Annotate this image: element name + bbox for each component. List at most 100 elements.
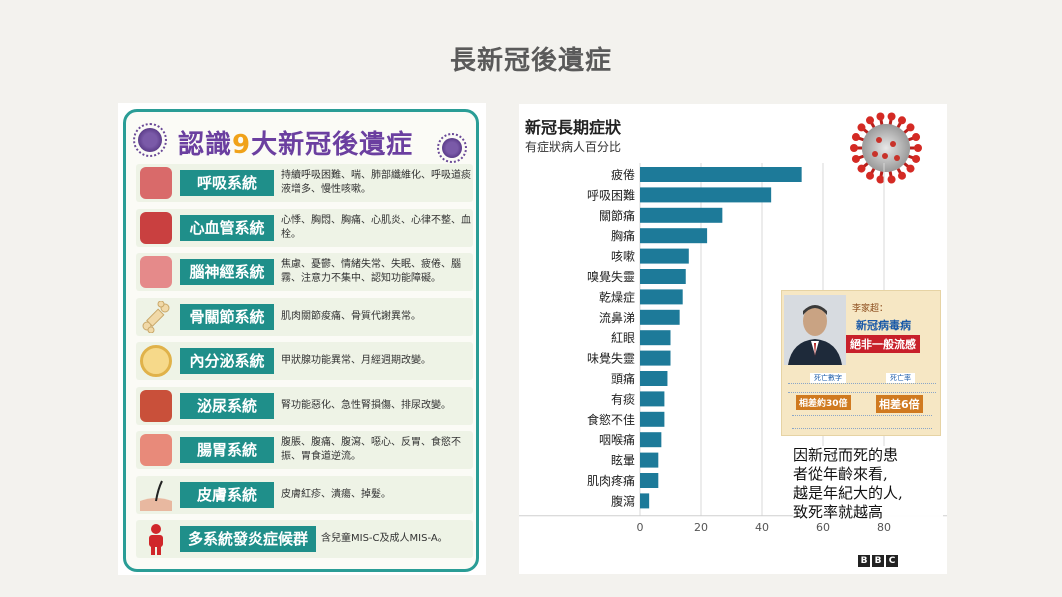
- system-label: 多系統發炎症候群: [180, 526, 317, 552]
- fine-print: [788, 383, 936, 393]
- category-label: 疲倦: [611, 167, 635, 182]
- system-row: 內分泌系統 甲狀腺功能異常、月經週期改變。: [136, 342, 473, 380]
- count-difference: 相差約30倍: [796, 395, 851, 410]
- system-label: 腸胃系統: [180, 437, 274, 463]
- system-row: 心血管系統 心悸、胸悶、胸痛、心肌炎、心律不整、血栓。: [136, 208, 473, 247]
- slide-title: 長新冠後遺症: [449, 46, 612, 76]
- system-row: 呼吸系統 持續呼吸困難、喘、肺部纖維化、呼吸道痰液增多、慢性咳嗽。: [136, 164, 473, 202]
- bar: [640, 207, 723, 223]
- annotation-line: 因新冠而死的患: [793, 446, 899, 464]
- system-label: 呼吸系統: [180, 170, 274, 196]
- category-label: 食慾不佳: [587, 412, 635, 427]
- bar-chart: 0 20 40 60 80 疲倦呼吸困難關節痛胸痛咳嗽嗅覺失靈乾燥症流鼻涕紅眼味覺失靈頭痛…: [519, 163, 947, 534]
- x-tick-label: 20: [694, 521, 708, 534]
- bar: [640, 187, 772, 203]
- x-tick-label: 0: [637, 521, 644, 534]
- fine-print: [792, 415, 932, 429]
- system-description: 腹脹、腹痛、腹瀉、噁心、反胃、食慾不振、胃食道逆流。: [281, 437, 461, 462]
- system-label: 泌尿系統: [180, 392, 274, 419]
- bar: [640, 167, 802, 182]
- bar: [640, 248, 689, 264]
- virus-icon: [133, 123, 167, 157]
- system-row: 泌尿系統 腎功能惡化、急性腎損傷、排尿改變。: [136, 386, 473, 425]
- bar: [640, 371, 668, 386]
- chart-title: 新冠長期症狀: [525, 118, 622, 137]
- bar: [640, 289, 683, 305]
- system-label: 腦神經系統: [180, 259, 274, 285]
- infographic-card: 認識9大新冠後遺症 呼吸系統 持續呼吸困難、喘、肺部纖維化、呼吸道痰液增多、慢性咳…: [118, 103, 486, 575]
- system-label: 內分泌系統: [180, 348, 274, 374]
- system-row: 腸胃系統 腹脹、腹痛、腹瀉、噁心、反胃、食慾不振、胃食道逆流。: [136, 431, 473, 469]
- system-row: 皮膚系統 皮膚紅疹、潰瘍、掉髮。: [136, 475, 473, 514]
- system-row: 多系統發炎症候群 含兒童MIS-C及成人MIS-A。: [136, 520, 473, 558]
- quote-line: 新冠病毒病: [856, 319, 911, 332]
- system-description: 皮膚紅疹、潰瘍、掉髮。: [281, 488, 391, 500]
- annotation-text: 因新冠而死的患 者從年齡來看, 越是年紀大的人, 致死率就越高: [793, 446, 943, 522]
- bar: [640, 309, 680, 325]
- bbc-letter: C: [886, 555, 898, 567]
- annotation-line: 致死率就越高: [793, 503, 884, 521]
- person-icon: [140, 523, 172, 555]
- bar: [640, 432, 662, 448]
- bar: [640, 269, 686, 284]
- portrait-photo: [784, 295, 846, 365]
- x-tick-label: 80: [877, 521, 891, 534]
- death-rate-heading: 死亡率: [886, 373, 915, 383]
- category-label: 流鼻涕: [599, 310, 635, 325]
- category-label: 咳嗽: [611, 250, 635, 264]
- category-label: 肌肉疼痛: [587, 473, 635, 488]
- title-suffix: 大新冠後遺症: [251, 130, 414, 160]
- category-label: 紅眼: [611, 331, 635, 345]
- news-inset: 李家超： 新冠病毒病 絕非一般流感 死亡數字 死亡率 相差約30倍 相差6倍: [781, 290, 941, 436]
- system-label: 骨關節系統: [180, 303, 274, 330]
- bar: [640, 411, 665, 427]
- system-description: 肌肉關節痠痛、骨質代謝異常。: [281, 310, 421, 322]
- hair-icon: [140, 479, 172, 511]
- category-label: 有痰: [611, 391, 635, 406]
- rate-difference: 相差6倍: [876, 395, 923, 413]
- x-tick-label: 60: [816, 521, 830, 534]
- category-label: 乾燥症: [599, 289, 635, 304]
- category-label: 眩暈: [611, 453, 635, 468]
- infographic-frame: 認識9大新冠後遺症 呼吸系統 持續呼吸困難、喘、肺部纖維化、呼吸道痰液增多、慢性咳…: [123, 109, 479, 572]
- category-label: 嗅覺失靈: [587, 269, 635, 284]
- bar: [640, 452, 659, 468]
- infographic-title: 認識9大新冠後遺症: [178, 124, 413, 161]
- category-label: 腹瀉: [611, 493, 635, 508]
- bbc-logo: B B C: [858, 555, 898, 567]
- system-description: 甲狀腺功能異常、月經週期改變。: [281, 355, 431, 366]
- annotation-line: 越是年紀大的人,: [793, 484, 903, 502]
- system-label: 心血管系統: [180, 214, 274, 241]
- bar: [640, 228, 708, 244]
- bar: [640, 350, 671, 366]
- bar: [640, 493, 650, 509]
- speaker-name: 李家超：: [852, 304, 889, 314]
- thyroid-icon: [140, 345, 172, 377]
- system-description: 焦慮、憂鬱、情緒失常、失眠、疲倦、腦霧、注意力不集中、認知功能障礙。: [281, 259, 461, 284]
- category-label: 呼吸困難: [587, 187, 635, 202]
- kidney-icon: [140, 389, 172, 422]
- infographic-header: 認識9大新冠後遺症: [126, 120, 476, 164]
- system-description: 腎功能惡化、急性腎損傷、排尿改變。: [281, 399, 451, 411]
- annotation-line: 者從年齡來看,: [793, 465, 888, 483]
- quote-highlight: 絕非一般流感: [846, 335, 920, 353]
- system-description: 持續呼吸困難、喘、肺部纖維化、呼吸道痰液增多、慢性咳嗽。: [281, 170, 471, 195]
- virus-icon: [437, 133, 467, 163]
- system-row: 腦神經系統 焦慮、憂鬱、情緒失常、失眠、疲倦、腦霧、注意力不集中、認知功能障礙。: [136, 253, 473, 291]
- system-label: 皮膚系統: [180, 481, 274, 508]
- brain-icon: [140, 256, 172, 288]
- bbc-letter: B: [858, 555, 870, 567]
- coronavirus-image: [850, 112, 922, 184]
- title-prefix: 認識: [178, 130, 233, 160]
- category-label: 頭痛: [611, 371, 635, 386]
- bone-icon: [140, 300, 172, 333]
- lungs-icon: [140, 167, 172, 199]
- bar: [640, 473, 659, 488]
- chart-subtitle: 有症狀病人百分比: [525, 140, 622, 154]
- system-description: 含兒童MIS-C及成人MIS-A。: [321, 533, 448, 544]
- system-row: 骨關節系統 肌肉關節痠痛、骨質代謝異常。: [136, 297, 473, 336]
- title-number: 9: [232, 130, 252, 160]
- heart-icon: [140, 211, 172, 244]
- death-count-heading: 死亡數字: [810, 373, 846, 383]
- intestine-icon: [140, 434, 172, 466]
